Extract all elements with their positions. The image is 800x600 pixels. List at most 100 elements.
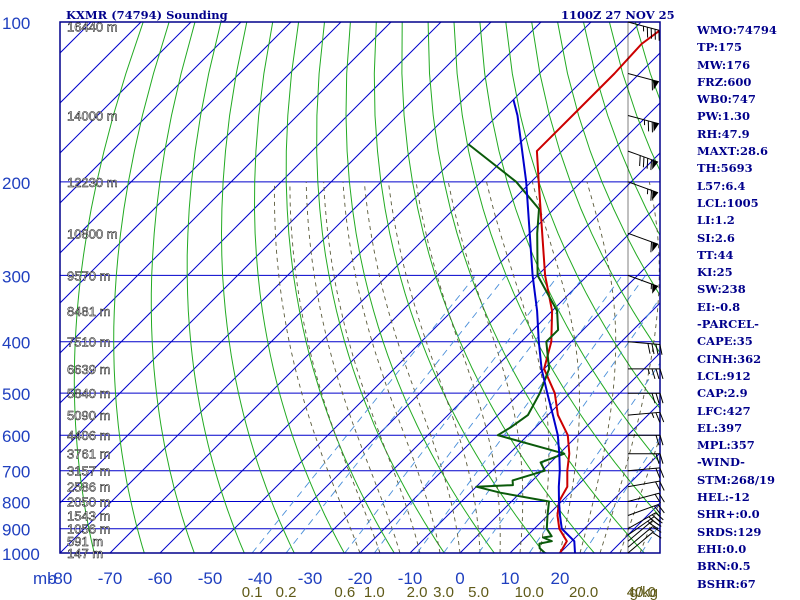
index-value: STM:268/19 xyxy=(697,472,776,487)
mixing-ratio-label: 3.0 xyxy=(433,584,454,600)
index-value: LFC:427 xyxy=(697,403,751,418)
index-value: MAXT:28.6 xyxy=(697,144,768,159)
index-value: KI:25 xyxy=(697,265,733,280)
temperature-tick-label: -20 xyxy=(348,569,373,588)
pressure-tick-label: 400 xyxy=(2,334,30,353)
wind-barbs xyxy=(627,21,665,554)
dry-adiabat xyxy=(401,22,595,553)
isotherm-line xyxy=(509,402,660,553)
wind-barb xyxy=(627,520,662,542)
moist-adiabat xyxy=(363,181,461,553)
height-label: 3761 m xyxy=(67,447,110,462)
index-value: BRN:0.5 xyxy=(697,559,751,574)
dry-adiabat xyxy=(427,22,645,553)
height-label: 5840 m xyxy=(67,386,110,401)
wind-barb xyxy=(627,492,665,504)
index-value: CAPE:35 xyxy=(697,334,753,349)
wind-barb xyxy=(627,341,663,355)
pressure-tick-label: 600 xyxy=(2,427,30,446)
isotherm-line xyxy=(60,22,292,254)
dry-adiabats xyxy=(73,22,660,553)
isotherm-line xyxy=(60,22,592,553)
mixing-ratio-label: 1.0 xyxy=(364,584,385,600)
height-label: 7510 m xyxy=(67,335,110,350)
index-value: SHR+:0.0 xyxy=(697,507,760,522)
dry-adiabat xyxy=(505,22,660,410)
height-label: 1543 m xyxy=(67,509,110,524)
index-value: SW:238 xyxy=(697,282,746,297)
dry-adiabat xyxy=(150,22,196,553)
index-value: PW:1.30 xyxy=(697,109,751,124)
index-value: CINH:362 xyxy=(697,351,762,366)
index-value: SI:2.6 xyxy=(697,230,735,245)
dry-adiabat xyxy=(345,22,495,553)
index-value: HEL:-12 xyxy=(697,490,750,505)
index-value: MW:176 xyxy=(697,57,751,72)
mixing-ratio-line xyxy=(528,362,660,553)
wind-barb xyxy=(628,392,664,404)
index-value: RH:47.9 xyxy=(697,126,750,141)
plot-area xyxy=(60,22,660,553)
moist-adiabat xyxy=(579,181,617,553)
index-value: FRZ:600 xyxy=(697,74,752,89)
dry-adiabat xyxy=(113,22,170,553)
temperature-trace xyxy=(535,28,660,553)
height-label: 147 m xyxy=(67,546,103,561)
dew-point-trace xyxy=(467,143,566,553)
wind-barb xyxy=(628,453,664,464)
index-value: LCL:1005 xyxy=(697,195,759,210)
isotherm-line xyxy=(60,22,242,204)
height-label: 6639 m xyxy=(67,362,110,377)
index-value: MPL:357 xyxy=(697,438,755,453)
height-label: 5090 m xyxy=(67,408,110,423)
temperature-tick-label: -10 xyxy=(398,569,423,588)
wind-barb xyxy=(627,181,659,201)
index-value: WB0:747 xyxy=(697,92,756,107)
index-value: LCL:912 xyxy=(697,368,751,383)
height-label: 14000 m xyxy=(67,109,118,124)
mixing-ratio-label: 10.0 xyxy=(515,584,544,600)
temperature-tick-label: -80 xyxy=(48,569,73,588)
wind-barb xyxy=(627,526,662,548)
wind-barb xyxy=(627,532,662,554)
mixing-ratio-label: 2.0 xyxy=(407,584,428,600)
wind-barb xyxy=(627,115,660,133)
mixing-ratio-line xyxy=(478,297,660,553)
moist-adiabat xyxy=(447,181,524,553)
dry-adiabat xyxy=(583,22,660,237)
pressure-tick-label: 800 xyxy=(2,494,30,513)
wind-barb xyxy=(627,480,665,492)
temperature-tick-label: -30 xyxy=(298,569,323,588)
moist-adiabat xyxy=(619,435,660,553)
mixing-ratio-label: 0.6 xyxy=(334,584,355,600)
pressure-tick-label: 300 xyxy=(2,267,30,286)
dry-adiabat xyxy=(316,22,445,553)
parcel-trace xyxy=(512,99,577,553)
pressure-tick-label: 900 xyxy=(2,521,30,540)
chart-title: KXMR (74794) Sounding xyxy=(66,8,228,22)
mixing-ratio-line xyxy=(373,275,585,553)
isotherm-line xyxy=(409,302,660,553)
moist-adiabat xyxy=(387,181,481,553)
isotherm-line xyxy=(60,22,192,154)
isotherm-line xyxy=(60,22,542,504)
wind-barb xyxy=(627,232,659,253)
index-value: EL:397 xyxy=(697,420,743,435)
isotherm-line xyxy=(60,22,342,304)
isotherm-line xyxy=(159,52,660,553)
mixing-ratio-line xyxy=(443,275,646,553)
isotherm-line xyxy=(60,22,392,354)
dry-adiabat xyxy=(557,22,660,297)
index-value: TH:5693 xyxy=(697,161,753,176)
mixing-ratio-unit: g/kg xyxy=(630,584,658,600)
wind-barb xyxy=(628,368,664,380)
dry-adiabat xyxy=(220,22,295,553)
index-value: WMO:74794 xyxy=(697,23,777,37)
plot-frame xyxy=(59,21,661,554)
isotherm-line xyxy=(60,22,492,454)
index-value: EHI:0.0 xyxy=(697,541,747,556)
mixing-ratio-lines xyxy=(251,275,660,553)
isotherm-line xyxy=(259,152,660,553)
indices-panel: WMO:74794 TP:175 MW:176 FRZ:600 WB0:747 PW:1.… xyxy=(697,22,800,593)
